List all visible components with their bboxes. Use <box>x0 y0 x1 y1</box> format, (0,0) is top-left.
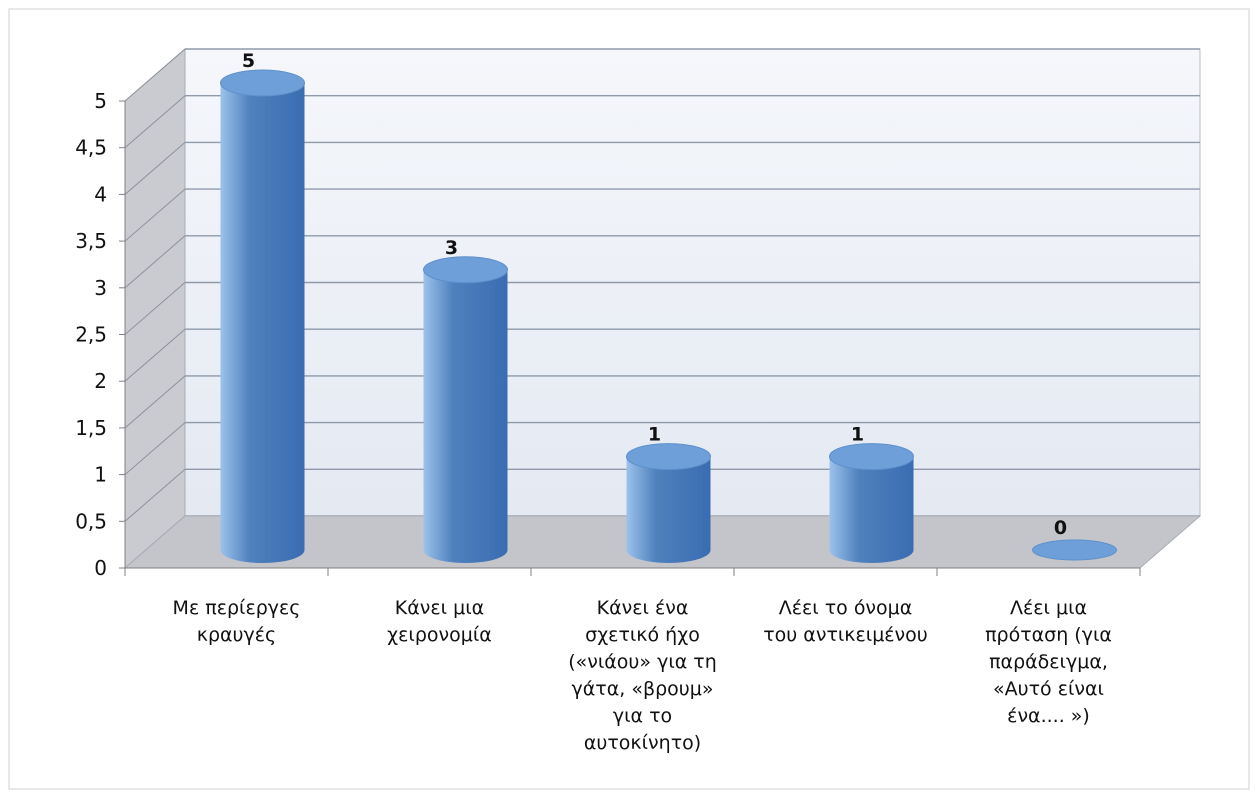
bar-1 <box>423 256 508 563</box>
y-tick-label: 3,5 <box>75 229 107 253</box>
y-tick-label: 0,5 <box>75 509 107 533</box>
gridline-side <box>124 48 186 102</box>
y-tick-label: 1,5 <box>75 416 107 440</box>
category-label: Κάνει μια χειρονομία <box>387 597 492 646</box>
bar-top <box>829 443 914 471</box>
bar-top <box>423 256 508 284</box>
category-label-line: σχετικό ήχο <box>585 624 700 646</box>
y-tick-label: 3 <box>94 276 107 300</box>
y-tick-label: 0 <box>94 556 107 580</box>
bar-body <box>220 83 305 563</box>
gridline-side <box>124 282 186 335</box>
category-label-line: Με περίεργες <box>173 597 301 619</box>
category-label: Με περίεργες κραυγές <box>173 597 301 646</box>
bar-top <box>626 443 711 471</box>
gridline-side <box>124 188 186 242</box>
data-label: 1 <box>648 424 661 446</box>
category-label: Λέει μια πρόταση (για παράδειγμα, «Αυτό είν… <box>985 597 1112 727</box>
bar-body <box>829 456 914 563</box>
gridline-side <box>124 235 186 289</box>
bar-4 <box>1032 539 1117 561</box>
category-label-line: Κάνει ένα <box>597 597 689 619</box>
bar-2 <box>626 443 711 563</box>
category-label-line: αυτοκίνητο) <box>584 732 701 754</box>
gridline-side <box>124 142 186 195</box>
bar-3 <box>829 443 914 563</box>
bar-body <box>423 269 508 563</box>
category-label-line: κραυγές <box>197 624 276 646</box>
category-label-line: γάτα, «βρουμ» <box>572 678 714 700</box>
gridline-side <box>124 328 186 382</box>
category-label-line: («νιάου» για τη <box>568 651 717 673</box>
category-label-line: ένα.... ») <box>1007 705 1090 727</box>
gridline-side <box>124 375 186 429</box>
data-label: 1 <box>851 424 864 446</box>
category-label: Κάνει ένα σχετικό ήχο («νιάου» για τη γάτα,… <box>568 597 717 754</box>
category-label-line: «Αυτό είναι <box>993 678 1104 700</box>
labels: 5 3 1 1 0 Με περίεργες κραυγές Κάνει μια χειρονο… <box>173 50 1112 754</box>
gridline-side <box>124 422 186 475</box>
category-label-line: Λέει μια <box>1010 597 1087 619</box>
gridline-side <box>124 95 186 149</box>
data-label: 0 <box>1054 517 1067 539</box>
category-label-line: για το <box>613 705 672 727</box>
y-tick-label: 5 <box>94 89 107 113</box>
category-label-line: παράδειγμα, <box>989 651 1108 673</box>
category-label-line: Κάνει μια <box>395 597 484 619</box>
data-label: 3 <box>445 237 458 259</box>
gridlines <box>124 48 1200 569</box>
data-label: 5 <box>242 50 255 72</box>
bar-top <box>220 69 305 97</box>
y-tick-label: 4 <box>94 182 107 206</box>
category-label: Λέει το όνομα του αντικειμένου <box>763 597 928 646</box>
bar-top <box>1032 539 1117 561</box>
category-label-line: πρόταση (για <box>985 624 1112 646</box>
y-tick-label: 2,5 <box>75 323 107 347</box>
axes: 0 0,5 1 1,5 2 2,5 3 3,5 4 4,5 5 <box>75 89 1141 580</box>
category-label-line: χειρονομία <box>387 624 492 646</box>
y-tick-label: 2 <box>94 369 107 393</box>
y-tick-label: 1 <box>94 463 107 487</box>
gridline-side <box>124 468 186 522</box>
bars <box>220 69 1117 563</box>
category-label-line: του αντικειμένου <box>763 624 928 646</box>
category-label-line: Λέει το όνομα <box>779 597 913 619</box>
bar-0 <box>220 69 305 563</box>
bar-body <box>626 456 711 563</box>
y-tick-label: 4,5 <box>75 136 107 160</box>
chart-border <box>8 8 1250 790</box>
